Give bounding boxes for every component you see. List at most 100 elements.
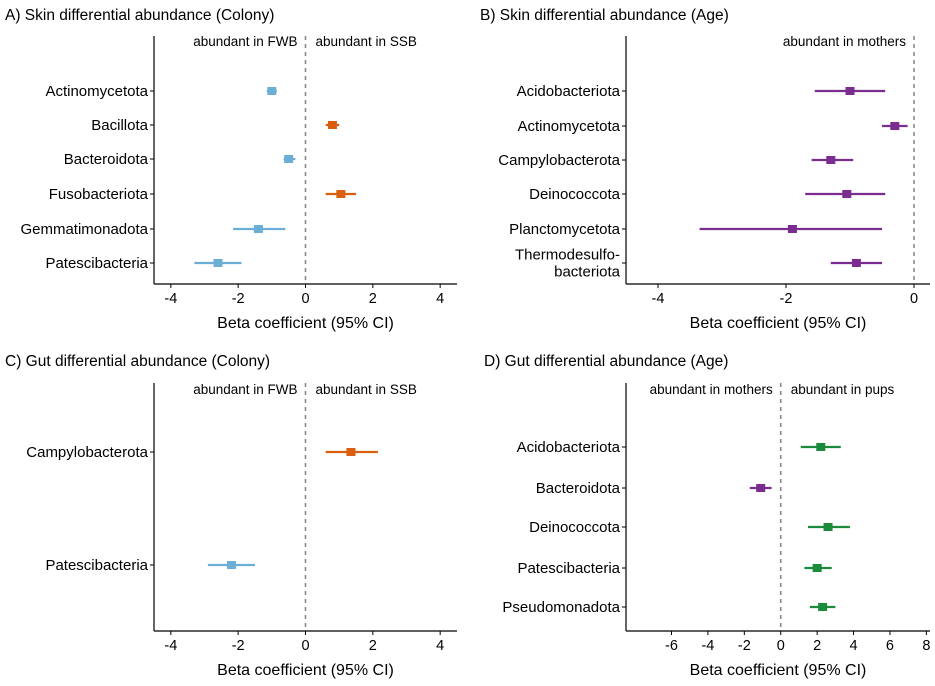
category-label: Deinococcota [529, 186, 621, 203]
x-axis-label: Beta coefficient (95% CI) [217, 662, 394, 679]
point-estimate [327, 121, 337, 129]
x-tick-label: -4 [652, 291, 665, 307]
estimate-row: Acidobacteriota [517, 83, 886, 100]
estimate-row: Bacteroidota [536, 480, 772, 497]
point-estimate [816, 443, 826, 451]
category-label: Acidobacteriota [517, 83, 621, 100]
x-tick-label: -2 [232, 291, 245, 307]
direction-annotation: abundant in FWB [193, 34, 297, 49]
x-tick-label: -4 [701, 638, 714, 654]
category-label: Bacillota [91, 117, 148, 134]
category-label: Patescibacteria [517, 560, 620, 577]
point-estimate [284, 155, 294, 163]
point-estimate [842, 190, 852, 198]
x-tick-label: 0 [301, 291, 309, 307]
x-tick-label: -2 [232, 638, 245, 654]
category-label: Fusobacteriota [49, 186, 149, 203]
direction-annotation: abundant in mothers [650, 382, 773, 397]
direction-annotation: abundant in mothers [783, 34, 906, 49]
panel-d: D) Gut differential abundance (Age) -6 -4 -… [484, 353, 930, 679]
direction-annotation: abundant in SSB [316, 34, 417, 49]
panel-c: C) Gut differential abundance (Colony) -4… [5, 353, 457, 679]
category-label: Thermodesulfo-bacteriota [515, 247, 621, 281]
category-label: Actinomycetota [45, 83, 148, 100]
x-tick-label: -4 [164, 638, 177, 654]
estimate-row: Deinococcota [529, 186, 886, 203]
point-estimate [226, 561, 236, 569]
x-tick-label: 0 [301, 638, 309, 654]
point-estimate [826, 156, 836, 164]
point-estimate [267, 87, 277, 95]
x-tick-label: 8 [922, 638, 930, 654]
x-tick-label: 2 [369, 638, 377, 654]
x-axis-label: Beta coefficient (95% CI) [690, 662, 867, 679]
category-label: Actinomycetota [517, 118, 620, 135]
x-tick-label: 4 [436, 638, 444, 654]
category-label: Planctomycetota [509, 221, 621, 238]
x-tick-label: 4 [850, 638, 858, 654]
panel-a: A) Skin differential abundance (Colony) -… [5, 7, 457, 332]
estimate-row: Pseudomonadota [502, 599, 836, 616]
category-label: Campylobacterota [498, 152, 620, 169]
estimate-row: Fusobacteriota [49, 186, 356, 203]
estimate-row: Patescibacteria [45, 557, 255, 574]
x-tick-label: 0 [777, 638, 785, 654]
x-tick-label: 6 [886, 638, 894, 654]
direction-annotation: abundant in FWB [193, 382, 297, 397]
x-axis-label: Beta coefficient (95% CI) [217, 315, 394, 332]
point-estimate [213, 259, 223, 267]
category-label: Acidobacteriota [517, 439, 621, 456]
point-estimate [253, 225, 263, 233]
x-tick-label: 4 [436, 291, 444, 307]
panel-title: D) Gut differential abundance (Age) [484, 353, 728, 370]
x-axis-label: Beta coefficient (95% CI) [690, 315, 867, 332]
x-tick-label: 2 [369, 291, 377, 307]
estimate-row: Planctomycetota [509, 221, 882, 238]
x-tick-label: -2 [780, 291, 793, 307]
category-label: Campylobacterota [26, 444, 148, 461]
estimate-row: Deinococcota [529, 519, 850, 536]
direction-annotation: abundant in SSB [316, 382, 417, 397]
estimate-row: Acidobacteriota [517, 439, 841, 456]
category-label-line: bacteriota [554, 264, 621, 281]
point-estimate [890, 122, 900, 130]
estimate-row: Campylobacterota [498, 152, 854, 169]
point-estimate [787, 225, 797, 233]
x-tick-label: 0 [910, 291, 918, 307]
category-label: Bacteroidota [536, 480, 621, 497]
panel-title: B) Skin differential abundance (Age) [480, 7, 729, 24]
point-estimate [346, 448, 356, 456]
panel-title: C) Gut differential abundance (Colony) [5, 353, 270, 370]
estimate-row: Bacteroidota [64, 151, 296, 168]
point-estimate [818, 603, 828, 611]
estimate-row: Gemmatimonadota [20, 221, 286, 238]
direction-annotation: abundant in pups [791, 382, 895, 397]
panel-title: A) Skin differential abundance (Colony) [5, 7, 274, 24]
estimate-row: Actinomycetota [517, 118, 908, 135]
estimate-row: Patescibacteria [517, 560, 832, 577]
x-tick-label: -2 [738, 638, 751, 654]
category-label: Pseudomonadota [502, 599, 620, 616]
point-estimate [823, 523, 833, 531]
estimate-row: Patescibacteria [45, 255, 242, 272]
x-tick-label: 2 [813, 638, 821, 654]
estimate-row: Campylobacterota [26, 444, 378, 461]
x-tick-label: -6 [665, 638, 678, 654]
category-label: Gemmatimonadota [20, 221, 148, 238]
estimate-row: Bacillota [91, 117, 340, 134]
estimate-row: Thermodesulfo-bacteriota [515, 247, 882, 281]
category-label: Deinococcota [529, 519, 621, 536]
point-estimate [336, 190, 346, 198]
category-label-line: Thermodesulfo- [515, 247, 620, 264]
point-estimate [756, 484, 766, 492]
category-label: Bacteroidota [64, 151, 149, 168]
panel-b: B) Skin differential abundance (Age) -4 -2… [480, 7, 930, 332]
point-estimate [812, 564, 822, 572]
point-estimate [851, 259, 861, 267]
estimate-row: Actinomycetota [45, 83, 277, 100]
category-label: Patescibacteria [45, 557, 148, 574]
x-tick-label: -4 [164, 291, 177, 307]
category-label: Patescibacteria [45, 255, 148, 272]
point-estimate [845, 87, 855, 95]
